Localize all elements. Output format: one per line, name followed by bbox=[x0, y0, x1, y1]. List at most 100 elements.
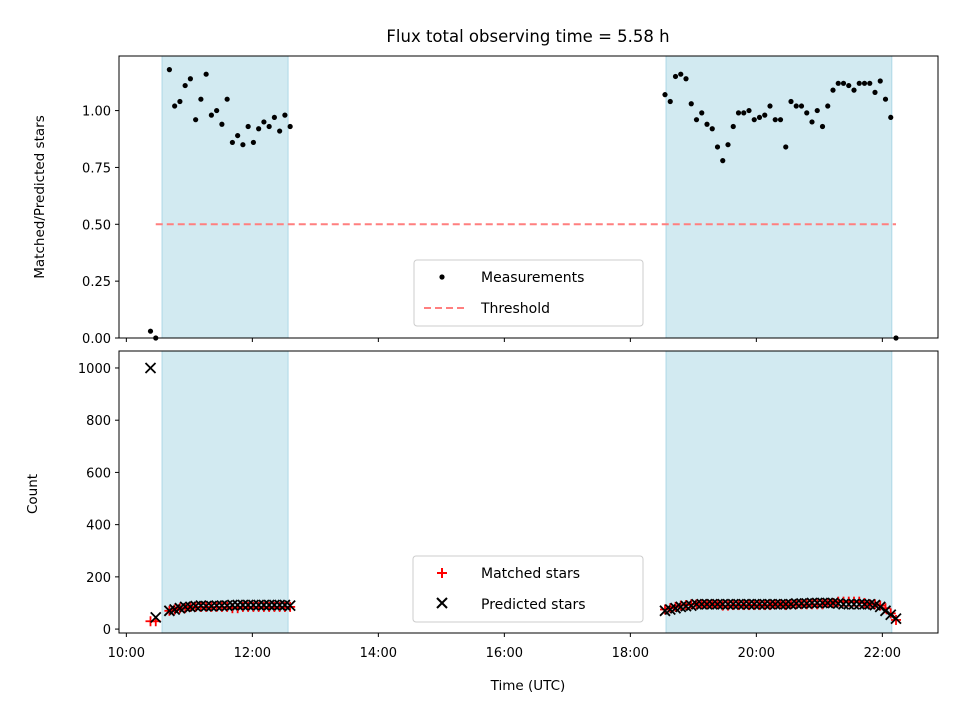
observing-window-1 bbox=[161, 350, 289, 634]
predicted-star-point bbox=[764, 598, 776, 610]
predicted-marker-b bbox=[853, 598, 865, 610]
measurement-point bbox=[867, 80, 873, 86]
measurement-point bbox=[177, 98, 183, 105]
y-tick-label: 0.75 bbox=[82, 161, 111, 176]
predicted-marker-b bbox=[232, 599, 244, 611]
legend-matched-label: Matched stars bbox=[481, 566, 580, 582]
predicted-marker-b bbox=[717, 598, 729, 610]
measurement-point bbox=[709, 126, 715, 132]
predicted-star-point bbox=[759, 598, 771, 610]
x-tick-label: 18:00 bbox=[612, 646, 649, 661]
predicted-star-point bbox=[885, 609, 897, 621]
predicted-marker-b bbox=[890, 613, 902, 625]
predicted-star-point bbox=[268, 599, 281, 611]
predicted-marker-b bbox=[753, 598, 766, 610]
predicted-star-point bbox=[790, 597, 802, 610]
y-tick-label: 1.00 bbox=[82, 105, 111, 120]
predicted-marker-b bbox=[848, 598, 860, 610]
y-tick-label: 0.25 bbox=[82, 275, 111, 290]
x-tick-label: 16:00 bbox=[486, 646, 523, 661]
measurement-point bbox=[182, 82, 188, 89]
predicted-star-point bbox=[890, 613, 902, 625]
measurement-point bbox=[261, 119, 267, 125]
measurement-point bbox=[720, 158, 726, 164]
measurement-point bbox=[271, 114, 277, 121]
predicted-star-point bbox=[822, 597, 834, 609]
predicted-star-point bbox=[837, 598, 850, 610]
predicted-marker-b bbox=[696, 598, 708, 610]
predicted-marker-b bbox=[822, 597, 834, 609]
measurement-point bbox=[819, 123, 826, 130]
predicted-star-point bbox=[200, 600, 212, 612]
measurement-point bbox=[772, 117, 778, 123]
measurement-point bbox=[208, 112, 214, 118]
legend-matched-marker bbox=[437, 568, 447, 578]
x-tick-label: 12:00 bbox=[234, 646, 271, 661]
bottom-x-ticks: 10:00 12:00 14:00 16:00 18:00 20:00 22:00 bbox=[108, 633, 901, 661]
measurement-point bbox=[882, 96, 889, 102]
measurement-point bbox=[245, 123, 251, 130]
predicted-marker-b bbox=[690, 598, 703, 610]
predicted-star-point bbox=[263, 599, 275, 611]
predicted-star-point bbox=[811, 597, 823, 609]
y-tick-label: 0 bbox=[103, 623, 111, 638]
predicted-star-point bbox=[795, 597, 808, 610]
measurement-point bbox=[688, 101, 694, 107]
top-legend-box bbox=[413, 259, 644, 327]
measurement-point bbox=[250, 139, 256, 146]
measurement-point bbox=[662, 92, 668, 98]
predicted-star-point bbox=[237, 599, 249, 611]
measurement-point bbox=[224, 96, 230, 102]
y-tick-label: 0.50 bbox=[82, 218, 111, 233]
legend-threshold-label: Threshold bbox=[480, 301, 550, 317]
measurement-point bbox=[856, 80, 862, 86]
predicted-marker-b bbox=[200, 600, 212, 612]
predicted-star-point bbox=[738, 598, 750, 610]
predicted-marker-b bbox=[263, 599, 275, 611]
predicted-star-point bbox=[216, 599, 228, 612]
top-legend: Measurements Threshold bbox=[413, 259, 644, 327]
measurement-point bbox=[877, 78, 883, 84]
measurement-point bbox=[193, 117, 199, 123]
predicted-star-point bbox=[879, 605, 892, 617]
measurement-point bbox=[872, 89, 878, 95]
predicted-marker-b bbox=[727, 598, 739, 610]
top-y-ticks: 0.00 0.25 0.50 0.75 1.00 bbox=[82, 105, 119, 347]
predicted-marker-b bbox=[874, 601, 886, 613]
measurement-point bbox=[767, 103, 773, 109]
bottom-plot-frame bbox=[118, 350, 939, 634]
measurement-point bbox=[735, 110, 742, 116]
predicted-marker-b bbox=[150, 611, 162, 623]
matched-star-point bbox=[891, 614, 901, 625]
y-tick-label: 1000 bbox=[78, 362, 111, 377]
measurement-point bbox=[678, 71, 684, 77]
predicted-marker-b bbox=[195, 599, 207, 612]
measurement-point bbox=[756, 114, 763, 121]
x-tick-label: 14:00 bbox=[360, 646, 397, 661]
measurement-point bbox=[282, 112, 288, 118]
predicted-marker-b bbox=[247, 599, 260, 611]
predicted-star-point bbox=[780, 598, 792, 610]
predicted-star-point bbox=[722, 598, 734, 610]
top-plot-frame bbox=[118, 55, 939, 339]
measurement-point bbox=[851, 87, 857, 93]
measurement-point bbox=[730, 123, 736, 130]
predicted-marker-b bbox=[864, 598, 876, 610]
predicted-marker-b bbox=[179, 601, 191, 613]
predicted-star-point bbox=[732, 598, 745, 610]
measurement-point bbox=[198, 96, 204, 102]
measurement-point bbox=[277, 128, 283, 134]
predicted-marker-b bbox=[738, 598, 750, 610]
measurement-point bbox=[166, 67, 172, 73]
predicted-marker-b bbox=[827, 597, 839, 609]
measurement-point bbox=[714, 144, 721, 150]
legend-measurements-label: Measurements bbox=[481, 270, 584, 286]
measurement-point bbox=[203, 71, 209, 77]
measurement-point bbox=[830, 87, 836, 93]
x-tick-label: 22:00 bbox=[864, 646, 901, 661]
y-tick-label: 0.00 bbox=[82, 332, 111, 347]
measurement-point bbox=[840, 80, 847, 86]
measurement-point bbox=[147, 328, 154, 334]
measurement-point bbox=[672, 73, 679, 80]
